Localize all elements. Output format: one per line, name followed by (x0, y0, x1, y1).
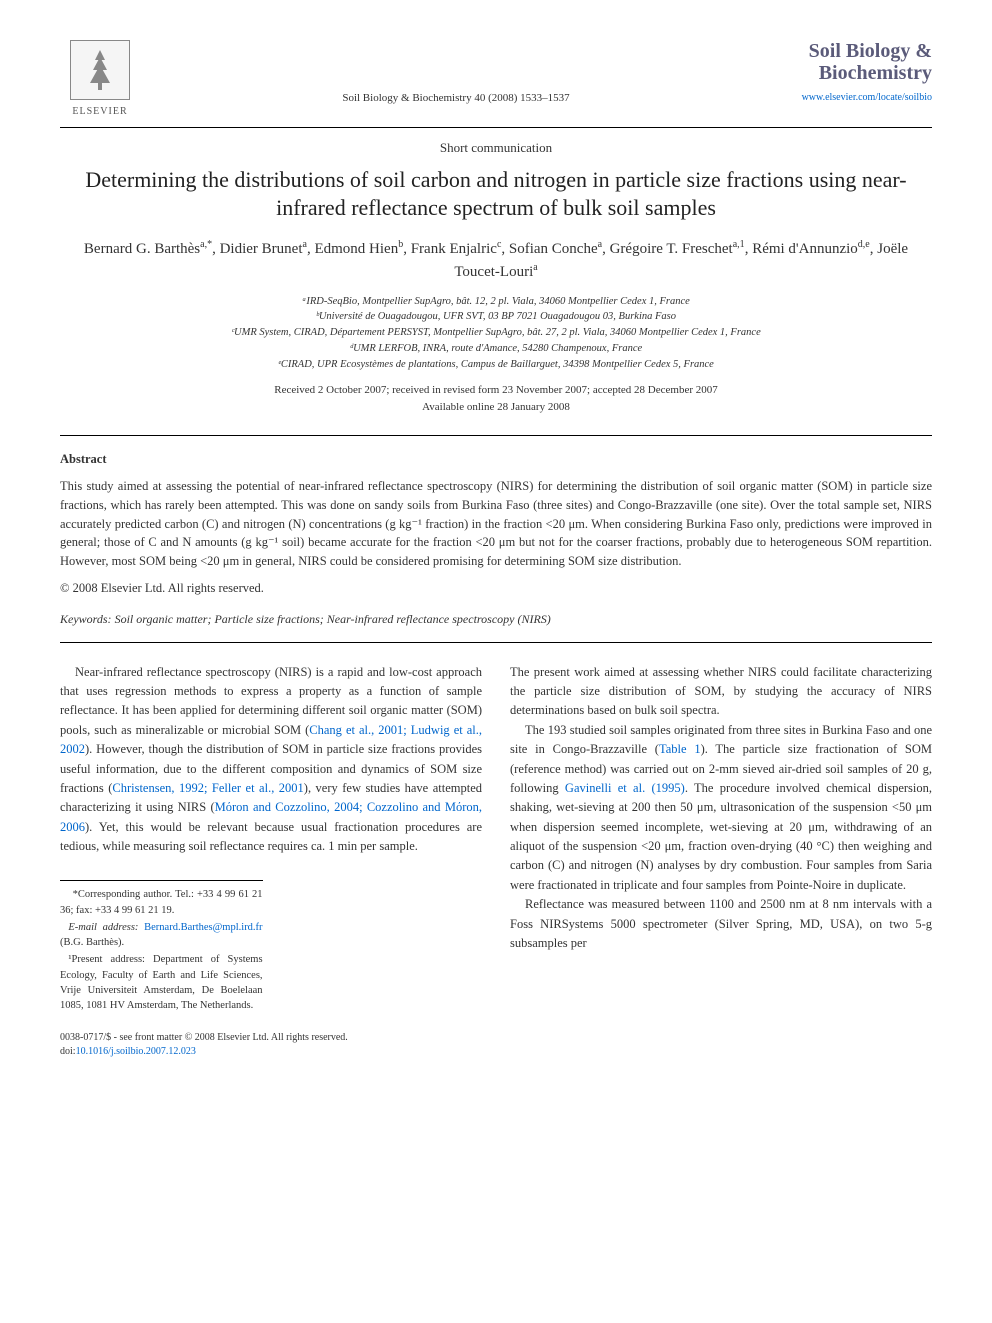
keywords-label: Keywords: (60, 612, 112, 626)
affiliations: ᵃIRD-SeqBio, Montpellier SupAgro, bât. 1… (60, 294, 932, 373)
publisher-logo: ELSEVIER (60, 40, 140, 119)
body-column-right: The present work aimed at assessing whet… (510, 663, 932, 1060)
abstract-copyright: © 2008 Elsevier Ltd. All rights reserved… (60, 579, 932, 598)
abstract-rule-bottom (60, 642, 932, 643)
issn-line: 0038-0717/$ - see front matter © 2008 El… (60, 1031, 482, 1045)
body-para-1: Near-infrared reflectance spectroscopy (… (60, 663, 482, 857)
doi-link[interactable]: 10.1016/j.soilbio.2007.12.023 (76, 1046, 196, 1057)
elsevier-tree-icon (70, 40, 130, 100)
footnotes: *Corresponding author. Tel.: +33 4 99 61… (60, 880, 263, 1013)
journal-title-line2: Biochemistry (772, 62, 932, 84)
abstract-heading: Abstract (60, 450, 932, 469)
doi-line: doi:10.1016/j.soilbio.2007.12.023 (60, 1045, 482, 1059)
keywords-values: Soil organic matter; Particle size fract… (115, 612, 551, 626)
body-columns: Near-infrared reflectance spectroscopy (… (60, 663, 932, 1060)
body-para-3: The 193 studied soil samples originated … (510, 721, 932, 895)
corresponding-author: *Corresponding author. Tel.: +33 4 99 61… (60, 887, 263, 917)
body-para-4: Reflectance was measured between 1100 an… (510, 895, 932, 953)
publisher-name: ELSEVIER (72, 104, 127, 119)
journal-title-line1: Soil Biology & (772, 40, 932, 62)
journal-url[interactable]: www.elsevier.com/locate/soilbio (772, 90, 932, 105)
dates-available: Available online 28 January 2008 (422, 401, 570, 413)
citation-link[interactable]: Gavinelli et al. (1995) (565, 781, 685, 795)
body-column-left: Near-infrared reflectance spectroscopy (… (60, 663, 482, 1060)
keywords: Keywords: Soil organic matter; Particle … (60, 610, 932, 628)
dates-received: Received 2 October 2007; received in rev… (274, 384, 718, 396)
email-line: E-mail address: Bernard.Barthes@mpl.ird.… (60, 920, 263, 950)
journal-reference: Soil Biology & Biochemistry 40 (2008) 15… (140, 40, 772, 107)
article-type: Short communication (60, 138, 932, 158)
footer-block: 0038-0717/$ - see front matter © 2008 El… (60, 1031, 482, 1059)
email-link[interactable]: Bernard.Barthes@mpl.ird.fr (144, 922, 262, 933)
table-link[interactable]: Table 1 (659, 742, 701, 756)
header-rule (60, 127, 932, 128)
journal-title-block: Soil Biology & Biochemistry www.elsevier… (772, 40, 932, 105)
article-dates: Received 2 October 2007; received in rev… (60, 382, 932, 415)
author-list: Bernard G. Barthèsa,*, Didier Bruneta, E… (60, 237, 932, 284)
present-address: ¹Present address: Department of Systems … (60, 952, 263, 1013)
abstract-body: This study aimed at assessing the potent… (60, 477, 932, 571)
page-header: ELSEVIER Soil Biology & Biochemistry 40 … (60, 40, 932, 119)
article-title: Determining the distributions of soil ca… (60, 166, 932, 223)
abstract-rule-top (60, 435, 932, 436)
body-para-2: The present work aimed at assessing whet… (510, 663, 932, 721)
citation-link[interactable]: Christensen, 1992; Feller et al., 2001 (112, 781, 303, 795)
